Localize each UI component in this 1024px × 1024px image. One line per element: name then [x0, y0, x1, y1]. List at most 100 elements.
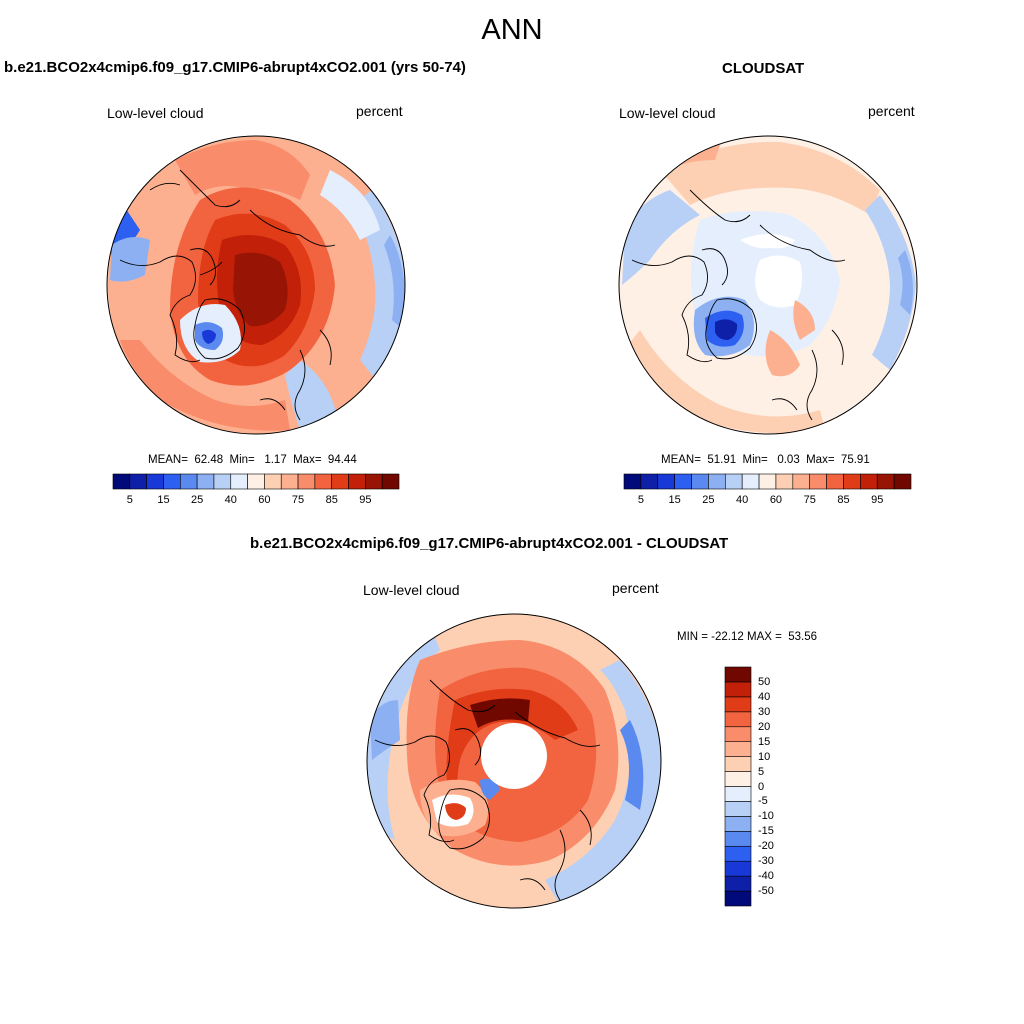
- diff-colorbar-tick-label: -30: [758, 855, 774, 868]
- model-colorbar-swatch: [179, 473, 198, 490]
- model-variable-label: Low-level cloud: [107, 105, 204, 121]
- diff-colorbar-tick-label: -40: [758, 870, 774, 883]
- diff-colorbar-swatch: [724, 756, 752, 772]
- model-colorbar-swatch: [213, 473, 232, 490]
- obs-colorbar-swatch: [724, 473, 743, 490]
- model-colorbar-swatch: [381, 473, 400, 490]
- diff-colorbar-tick-label: -15: [758, 825, 774, 838]
- diff-polar-map: [366, 613, 662, 909]
- obs-colorbar-tick-label: 40: [736, 494, 749, 506]
- diff-colorbar-tick-label: -10: [758, 810, 774, 823]
- model-colorbar-swatch: [230, 473, 248, 490]
- obs-colorbar-tick-label: 75: [803, 494, 816, 506]
- diff-colorbar-swatch: [724, 711, 752, 728]
- diff-colorbar-swatch: [724, 726, 752, 742]
- model-stats: MEAN= 62.48 Min= 1.17 Max= 94.44: [148, 454, 357, 466]
- diff-colorbar-swatch: [724, 860, 752, 877]
- model-colorbar-tick-label: 15: [157, 494, 170, 506]
- model-colorbar-swatch: [297, 473, 316, 490]
- model-colorbar-swatch: [112, 473, 131, 490]
- diff-colorbar-swatch: [724, 816, 752, 832]
- diff-colorbar-swatch: [724, 771, 752, 787]
- diff-colorbar-tick-label: 5: [758, 765, 765, 778]
- diff-colorbar-swatch: [724, 741, 752, 757]
- diff-colorbar-tick-label: -50: [758, 885, 774, 898]
- diff-colorbar-tick-label: -5: [758, 795, 768, 808]
- model-colorbar-swatch: [280, 473, 299, 490]
- diff-colorbar-swatch: [724, 831, 752, 847]
- model-colorbar-swatch: [314, 473, 333, 490]
- obs-colorbar: [623, 473, 912, 490]
- model-colorbar-tick-label: 5: [126, 494, 133, 506]
- model-colorbar-swatch: [129, 473, 147, 490]
- model-colorbar-swatch: [331, 473, 349, 490]
- diff-colorbar-swatch: [724, 801, 752, 817]
- diff-colorbar-swatch: [724, 875, 752, 892]
- diff-colorbar-swatch: [724, 696, 752, 713]
- diff-colorbar-tick-label: 20: [758, 720, 771, 733]
- model-colorbar-swatch: [146, 473, 164, 490]
- diff-colorbar-tick-label: 30: [758, 705, 771, 718]
- model-colorbar-tick-label: 40: [224, 494, 237, 506]
- obs-colorbar-tick-label: 60: [769, 494, 783, 506]
- model-colorbar-tick-label: 85: [325, 494, 338, 506]
- diff-stats: MIN = -22.12 MAX = 53.56: [677, 631, 817, 643]
- diff-colorbar-tick-label: -20: [758, 840, 774, 853]
- diff-colorbar-tick-label: 0: [758, 780, 765, 793]
- obs-colorbar-swatch: [640, 473, 659, 490]
- obs-colorbar-tick-label: 5: [637, 494, 644, 506]
- obs-colorbar-swatch: [691, 473, 709, 490]
- diff-colorbar-swatch: [724, 845, 752, 862]
- model-polar-map: [106, 135, 406, 435]
- obs-colorbar-swatch: [623, 473, 642, 490]
- diff-variable-label: Low-level cloud: [363, 582, 460, 598]
- diff-colorbar-swatch: [724, 681, 752, 698]
- model-colorbar-swatch: [247, 473, 265, 490]
- obs-variable-label: Low-level cloud: [619, 105, 716, 121]
- obs-colorbar-swatch: [758, 473, 777, 490]
- diff-colorbar-swatch: [724, 786, 752, 802]
- model-colorbar-swatch: [365, 473, 383, 490]
- model-panel-title: b.e21.BCO2x4cmip6.f09_g17.CMIP6-abrupt4x…: [4, 59, 466, 76]
- diff-colorbar: [724, 666, 752, 907]
- obs-colorbar-swatch: [708, 473, 726, 490]
- obs-stats: MEAN= 51.91 Min= 0.03 Max= 75.91: [661, 454, 870, 466]
- obs-colorbar-swatch: [876, 473, 895, 490]
- diff-colorbar-tick-label: 15: [758, 735, 771, 748]
- model-colorbar-tick-label: 75: [291, 494, 305, 506]
- obs-colorbar-swatch: [775, 473, 794, 490]
- obs-colorbar-swatch: [826, 473, 844, 490]
- obs-colorbar-swatch: [860, 473, 878, 490]
- diff-units-label: percent: [612, 580, 659, 596]
- diff-colorbar-tick-label: 50: [758, 675, 771, 688]
- model-units-label: percent: [356, 103, 403, 119]
- model-colorbar-tick-label: 95: [359, 494, 372, 506]
- obs-colorbar-swatch: [674, 473, 692, 490]
- obs-polar-map: [618, 135, 918, 435]
- model-colorbar-swatch: [264, 473, 282, 490]
- obs-colorbar-swatch: [792, 473, 811, 490]
- model-colorbar-swatch: [196, 473, 215, 490]
- obs-colorbar-tick-label: 85: [837, 494, 850, 506]
- model-colorbar-tick-label: 60: [258, 494, 271, 506]
- obs-colorbar-swatch: [843, 473, 861, 490]
- diff-colorbar-swatch: [724, 666, 752, 683]
- diff-colorbar-tick-label: 40: [758, 690, 771, 703]
- diff-panel-title: b.e21.BCO2x4cmip6.f09_g17.CMIP6-abrupt4x…: [250, 535, 729, 552]
- diff-colorbar-swatch: [724, 890, 752, 907]
- obs-colorbar-tick-label: 25: [702, 494, 715, 506]
- obs-units-label: percent: [868, 103, 915, 119]
- obs-colorbar-swatch: [741, 473, 760, 490]
- model-colorbar-tick-label: 25: [190, 494, 204, 506]
- diff-colorbar-tick-label: 10: [758, 750, 771, 763]
- model-colorbar-swatch: [163, 473, 181, 490]
- obs-colorbar-tick-label: 95: [871, 494, 884, 506]
- model-colorbar: [112, 473, 400, 490]
- model-colorbar-swatch: [348, 473, 366, 490]
- obs-panel-title: CLOUDSAT: [722, 60, 805, 77]
- obs-colorbar-swatch: [893, 473, 912, 490]
- obs-colorbar-tick-label: 15: [668, 494, 681, 506]
- figure-title: ANN: [481, 14, 543, 46]
- obs-colorbar-swatch: [657, 473, 675, 490]
